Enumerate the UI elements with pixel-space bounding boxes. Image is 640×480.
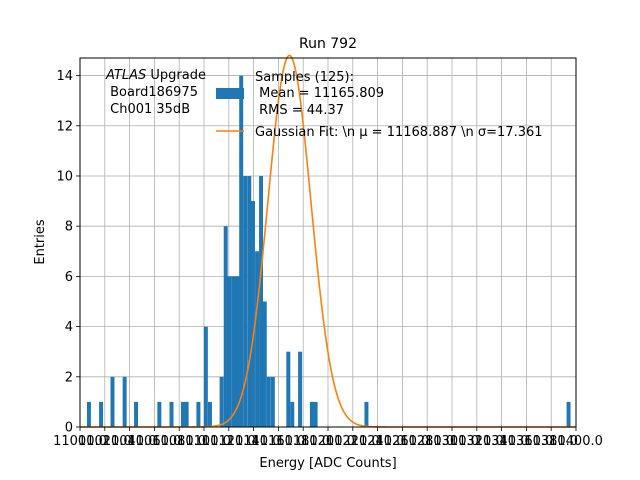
x-axis-label: Energy [ADC Counts]	[259, 456, 396, 471]
x-tick-label: 11280.0	[400, 434, 454, 449]
histogram-bar	[227, 276, 232, 427]
histogram-bar	[99, 401, 104, 427]
histogram-bar	[309, 401, 314, 427]
grid-lines	[79, 58, 577, 428]
y-tick-label: 6	[65, 270, 73, 285]
histogram-bar	[298, 351, 303, 427]
y-tick-label: 14	[56, 69, 73, 84]
atlas-italic-label: ATLAS	[105, 68, 146, 83]
histogram-bar	[313, 401, 318, 427]
y-tick-label: 10	[56, 169, 73, 184]
histogram-bars	[86, 75, 571, 428]
histogram-bar	[247, 175, 252, 427]
x-tick-label: 11160.0	[252, 434, 306, 449]
histogram-bar	[270, 376, 275, 427]
y-tick-label: 2	[65, 370, 73, 385]
atlas-upgrade-label: Upgrade	[146, 68, 206, 83]
histogram-bar	[286, 351, 291, 427]
x-tick-label: 11080.0	[152, 434, 206, 449]
atlas-annotation: ATLAS Upgrade Board186975 Ch001 35dB	[105, 68, 206, 117]
histogram-bar	[250, 201, 255, 427]
histogram-bar	[207, 401, 212, 427]
annotation-board-line: Board186975	[106, 85, 198, 100]
histogram-bar	[134, 401, 139, 427]
x-tick-label: 11100.0	[177, 434, 231, 449]
histogram-bar	[203, 326, 208, 427]
histogram-bar	[235, 276, 240, 427]
histogram-bar	[169, 401, 174, 427]
x-axis-ticks: 11000.011020.011040.011060.011080.011100…	[53, 427, 603, 449]
histogram-bar	[290, 401, 295, 427]
legend: Samples (125): Mean = 11165.809 RMS = 44…	[216, 70, 543, 140]
x-tick-label: 11120.0	[202, 434, 256, 449]
legend-samples-line-2: Mean = 11165.809	[255, 86, 384, 101]
histogram-bar	[157, 401, 162, 427]
histogram-bar	[266, 376, 271, 427]
histogram-bar	[262, 301, 267, 427]
y-tick-label: 4	[65, 320, 73, 335]
x-tick-label: 11260.0	[376, 434, 430, 449]
x-tick-label: 11240.0	[351, 434, 405, 449]
x-tick-label: 11200.0	[301, 434, 355, 449]
x-tick-label: 11040.0	[103, 434, 157, 449]
histogram-bar	[184, 401, 189, 427]
x-tick-label: 11000.0	[53, 434, 107, 449]
x-tick-label: 11320.0	[450, 434, 504, 449]
y-tick-label: 12	[56, 119, 73, 134]
histogram-bar	[239, 75, 244, 428]
x-tick-label: 11360.0	[500, 434, 554, 449]
x-tick-label: 11180.0	[276, 434, 330, 449]
histogram-bar	[122, 376, 127, 427]
histogram-bar	[180, 401, 185, 427]
histogram-bar	[364, 401, 369, 427]
x-tick-label: 11380.0	[524, 434, 578, 449]
histogram-bar	[566, 401, 571, 427]
histogram-bar	[219, 376, 224, 427]
histogram-bar	[196, 401, 201, 427]
chart-title: Run 792	[299, 36, 357, 52]
legend-samples-swatch	[216, 88, 244, 99]
x-tick-label: 11300.0	[425, 434, 479, 449]
histogram-bar	[86, 401, 91, 427]
x-tick-label: 11400.0	[549, 434, 603, 449]
histogram-bar	[255, 251, 260, 427]
histogram-bar	[110, 376, 115, 427]
x-tick-label: 11020.0	[78, 434, 132, 449]
x-tick-label: 11220.0	[326, 434, 380, 449]
x-tick-label: 11140.0	[227, 434, 281, 449]
x-tick-label: 11340.0	[475, 434, 529, 449]
annotation-channel-line: Ch001 35dB	[106, 102, 190, 117]
legend-samples-line-1: Samples (125):	[255, 70, 354, 85]
legend-fit-label: Gaussian Fit: \n μ = 11168.887 \n σ=17.3…	[255, 125, 543, 140]
svg-text:ATLAS Upgrade: ATLAS Upgrade	[105, 68, 206, 83]
histogram-bar	[231, 276, 236, 427]
y-axis-label: Entries	[33, 219, 48, 265]
histogram-bar	[243, 175, 248, 427]
y-tick-label: 8	[65, 220, 73, 235]
y-axis-ticks: 0 2 4 6 8 10 12 14	[56, 69, 80, 436]
x-tick-label: 11060.0	[128, 434, 182, 449]
legend-samples-line-3: RMS = 44.37	[255, 103, 344, 118]
y-tick-label: 0	[65, 421, 73, 436]
histogram-bar	[259, 175, 264, 427]
histogram-bar	[223, 226, 228, 427]
